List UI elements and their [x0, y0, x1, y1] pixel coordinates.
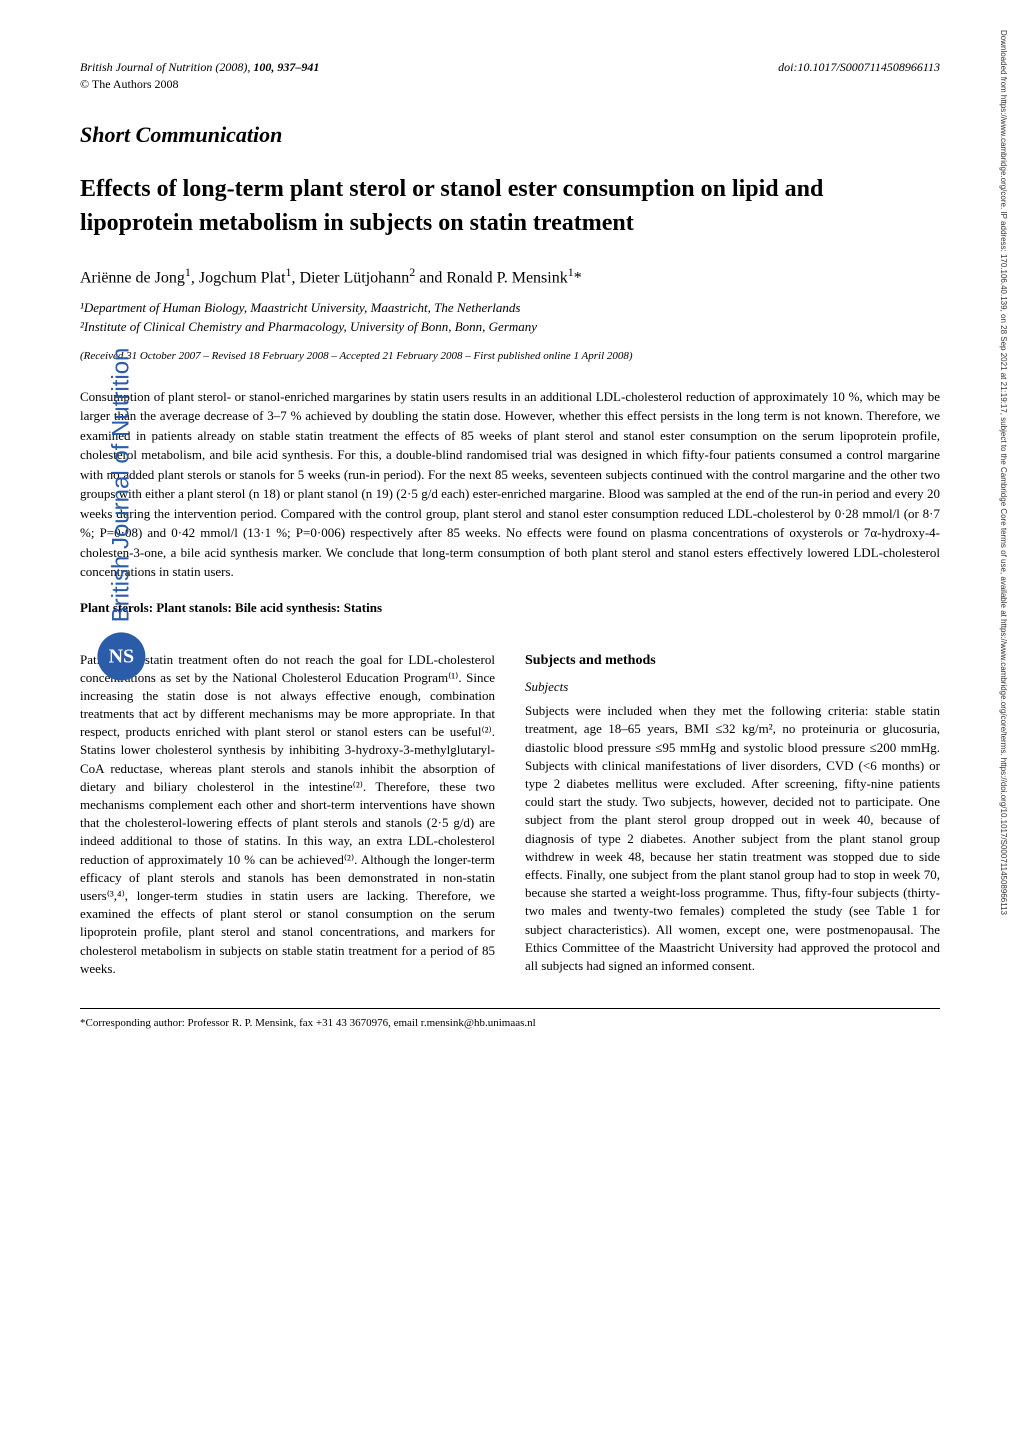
doi: doi:10.1017/S0007114508966113 [778, 60, 940, 75]
subjects-heading: Subjects [525, 678, 940, 696]
volume-pages: 100, 937–941 [253, 60, 319, 74]
body-columns: Patients on statin treatment often do no… [80, 651, 940, 978]
copyright: © The Authors 2008 [80, 77, 940, 92]
corresponding-author: *Corresponding author: Professor R. P. M… [80, 1017, 940, 1029]
journal-name: British Journal of Nutrition [80, 60, 212, 74]
affiliation-1: ¹Department of Human Biology, Maastricht… [80, 300, 940, 316]
affiliation-2: ²Institute of Clinical Chemistry and Pha… [80, 319, 940, 335]
methods-heading: Subjects and methods [525, 651, 940, 671]
subjects-paragraph: Subjects were included when they met the… [525, 702, 940, 975]
authors: Ariënne de Jong1, Jogchum Plat1, Dieter … [80, 265, 940, 287]
publication-dates: (Received 31 October 2007 – Revised 18 F… [80, 350, 940, 362]
footer-rule [80, 1008, 940, 1009]
paper-title: Effects of long-term plant sterol or sta… [80, 173, 940, 240]
header-row: British Journal of Nutrition (2008), 100… [80, 60, 940, 75]
intro-paragraph: Patients on statin treatment often do no… [80, 651, 495, 978]
section-heading: Short Communication [80, 122, 940, 148]
download-banner: Downloaded from https://www.cambridge.or… [999, 30, 1008, 1410]
abstract: Consumption of plant sterol- or stanol-e… [80, 387, 940, 582]
journal-year: (2008) [215, 60, 247, 74]
right-column: Subjects and methods Subjects Subjects w… [525, 651, 940, 978]
journal-citation: British Journal of Nutrition (2008), 100… [80, 60, 319, 75]
journal-side-banner: NS British Journal of Nutrition [97, 348, 145, 681]
left-column: Patients on statin treatment often do no… [80, 651, 495, 978]
journal-logo-icon: NS [97, 632, 145, 680]
keywords: Plant sterols: Plant stanols: Bile acid … [80, 600, 940, 616]
journal-side-title: British Journal of Nutrition [107, 348, 135, 623]
